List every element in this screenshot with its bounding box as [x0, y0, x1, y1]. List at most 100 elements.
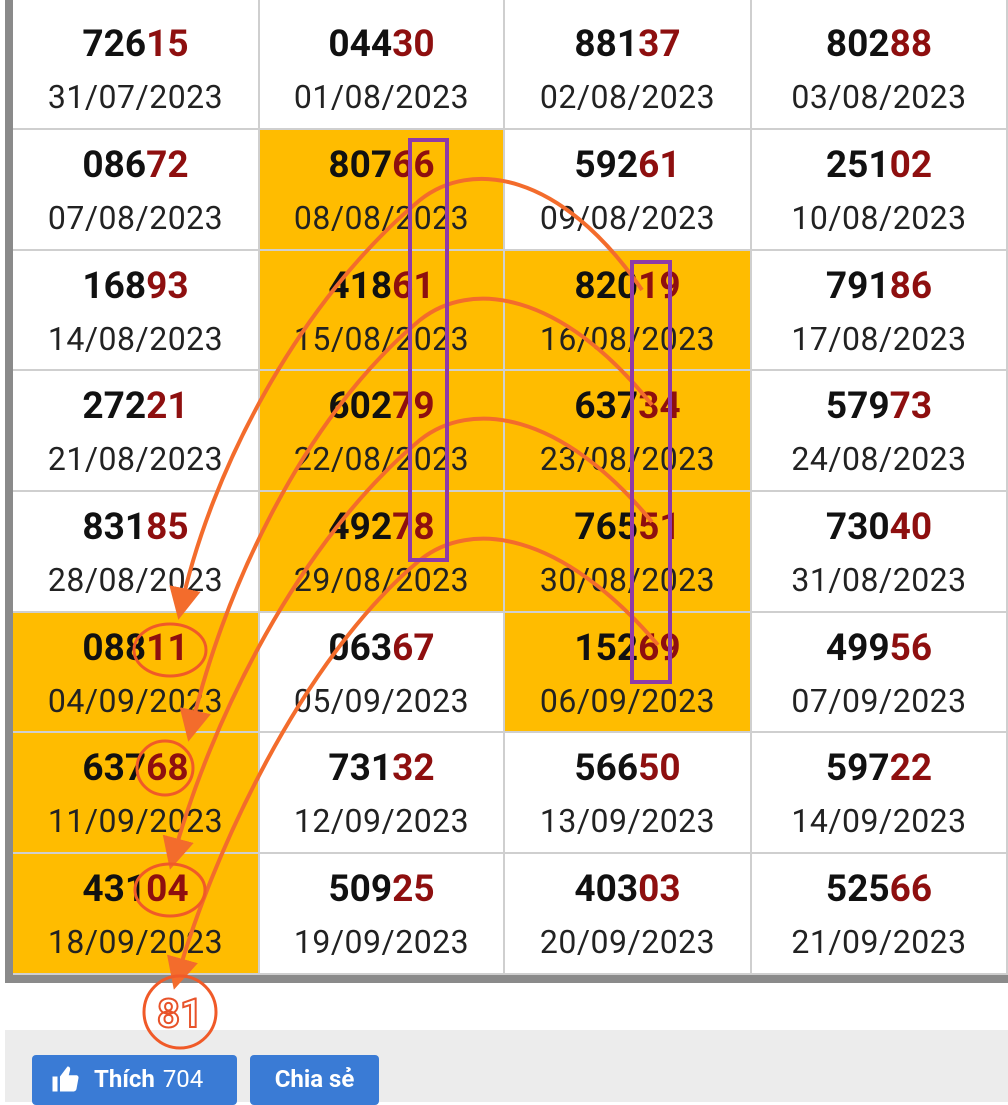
- number-head: 152: [574, 626, 639, 670]
- result-number: 72615: [13, 25, 258, 65]
- result-cell: 08672 07/08/2023: [13, 130, 260, 251]
- result-date: 14/09/2023: [791, 802, 967, 841]
- result-cell: 16893 14/08/2023: [13, 250, 260, 372]
- result-date: 07/08/2023: [47, 199, 224, 237]
- result-number: 25102: [752, 146, 1006, 186]
- result-cell: 41861 15/08/2023: [260, 250, 505, 372]
- highlight-box: [630, 260, 672, 684]
- like-button[interactable]: Thích 704: [32, 1055, 237, 1105]
- share-button[interactable]: Chia sẻ: [250, 1055, 379, 1105]
- result-cell: 59722 14/09/2023: [752, 733, 1008, 855]
- result-date: 03/08/2023: [791, 78, 967, 116]
- result-number: 59722: [752, 749, 1006, 789]
- result-number: 04430: [260, 25, 503, 65]
- result-number: 08672: [13, 146, 258, 186]
- number-tail: 61: [392, 264, 435, 308]
- circle: [132, 622, 208, 678]
- number-head: 597: [825, 747, 890, 791]
- number-tail: 69: [638, 626, 681, 670]
- result-cell: 80288 03/08/2023: [752, 0, 1008, 130]
- number-head: 492: [328, 506, 393, 550]
- result-date: 08/08/2023: [293, 199, 470, 237]
- result-cell: 49956 07/09/2023: [752, 612, 1008, 734]
- number-tail: 11: [146, 626, 189, 670]
- result-date: 05/09/2023: [293, 681, 470, 720]
- result-number: 52566: [752, 870, 1006, 910]
- number-head: 831: [82, 506, 147, 550]
- number-head: 765: [574, 506, 639, 550]
- number-head: 251: [825, 144, 890, 187]
- result-date: 02/08/2023: [539, 78, 716, 116]
- result-number: 80766: [260, 146, 503, 186]
- like-label: Thích: [94, 1065, 155, 1093]
- result-number: 57973: [752, 387, 1006, 427]
- like-count: 704: [162, 1065, 204, 1093]
- number-head: 272: [82, 385, 147, 429]
- number-tail: 19: [638, 264, 681, 308]
- number-tail: 85: [146, 506, 189, 550]
- number-head: 637: [82, 747, 147, 791]
- result-date: 20/09/2023: [539, 923, 716, 962]
- arrow: [167, 536, 660, 990]
- result-cell: 73040 31/08/2023: [752, 492, 1008, 613]
- number-tail: 73: [889, 385, 933, 429]
- number-tail: 40: [889, 506, 933, 550]
- number-head: 802: [825, 23, 890, 66]
- result-number: 80288: [752, 25, 1006, 65]
- result-date: 17/08/2023: [791, 319, 967, 358]
- result-date: 19/09/2023: [293, 923, 470, 962]
- number-tail: 66: [889, 868, 933, 912]
- result-number: 16893: [13, 264, 258, 308]
- like-icon: [52, 1066, 79, 1092]
- table-border: [5, 975, 1008, 983]
- result-date: 13/09/2023: [539, 802, 716, 841]
- number-head: 086: [82, 144, 147, 187]
- result-date: 11/09/2023: [47, 802, 224, 841]
- result-number: 83185: [13, 508, 258, 548]
- result-date: 22/08/2023: [293, 440, 470, 479]
- result-date: 31/07/2023: [47, 78, 224, 116]
- result-cell: 73132 12/09/2023: [260, 733, 505, 855]
- number-head: 168: [82, 264, 147, 308]
- result-number: 63734: [505, 387, 750, 427]
- number-tail: 37: [638, 23, 681, 66]
- number-tail: 03: [638, 868, 681, 912]
- number-head: 566: [574, 747, 639, 791]
- result-cell: 50925 19/09/2023: [260, 854, 505, 975]
- number-tail: 78: [392, 506, 435, 550]
- number-tail: 50: [638, 747, 681, 791]
- result-cell: 57973 24/08/2023: [752, 371, 1008, 493]
- result-number: 56650: [505, 749, 750, 789]
- result-cell: 40303 20/09/2023: [505, 854, 752, 975]
- result-date: 31/08/2023: [791, 561, 967, 600]
- result-date: 01/08/2023: [293, 78, 470, 116]
- number-head: 807: [328, 144, 393, 187]
- number-head: 791: [825, 264, 890, 308]
- result-date: 12/09/2023: [293, 802, 470, 841]
- number-tail: 67: [392, 626, 435, 670]
- number-tail: 61: [638, 144, 681, 187]
- result-cell: 79186 17/08/2023: [752, 250, 1008, 372]
- result-cell: 72615 31/07/2023: [13, 0, 260, 130]
- number-head: 592: [574, 144, 639, 187]
- number-head: 881: [574, 23, 639, 66]
- result-cell: 27221 21/08/2023: [13, 371, 260, 493]
- result-cell: 25102 10/08/2023: [752, 130, 1008, 251]
- number-head: 509: [328, 868, 393, 912]
- number-tail: 86: [889, 264, 933, 308]
- number-head: 731: [328, 747, 393, 791]
- number-tail: 93: [146, 264, 189, 308]
- result-cell: 06367 05/09/2023: [260, 612, 505, 734]
- result-date: 07/09/2023: [791, 681, 967, 720]
- number-head: 403: [574, 868, 639, 912]
- number-head: 730: [825, 506, 890, 550]
- result-cell: 56650 13/09/2023: [505, 733, 752, 855]
- number-tail: 25: [392, 868, 435, 912]
- number-head: 418: [328, 264, 393, 308]
- number-tail: 72: [146, 144, 189, 187]
- result-date: 21/09/2023: [791, 923, 967, 962]
- arrow: [162, 416, 654, 870]
- results-table: 72615 31/07/2023 04430 01/08/2023 88137 02/08…: [13, 0, 1008, 975]
